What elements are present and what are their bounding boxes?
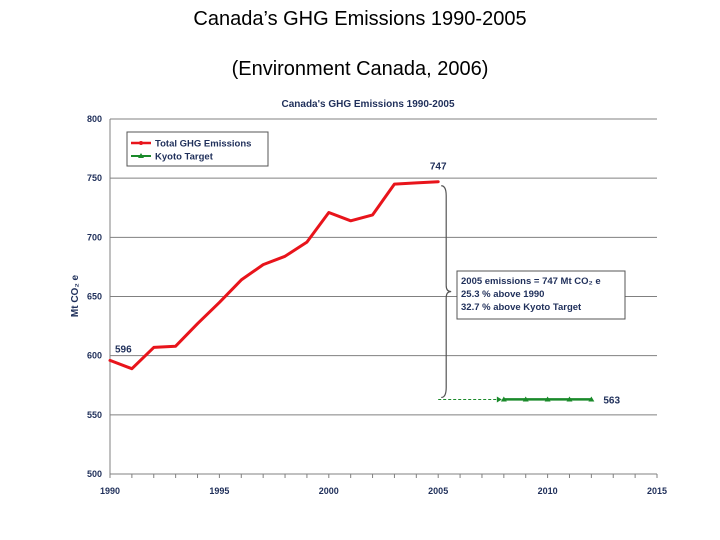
legend-label-1: Kyoto Target (155, 152, 214, 163)
chart-title: Canada's GHG Emissions 1990-2005 (281, 99, 454, 110)
legend-marker-0 (139, 141, 143, 145)
legend-marker-1 (138, 153, 144, 158)
x-tick-label-1990: 1990 (100, 486, 120, 496)
y-tick-label-800: 800 (87, 114, 102, 124)
y-tick-label-550: 550 (87, 410, 102, 420)
legend: Total GHG Emissions Kyoto Target (126, 131, 269, 167)
kyoto-marker-2008 (500, 396, 507, 402)
kyoto-marker-2009 (522, 396, 529, 402)
tick-labels: 500 550 600 650 700 750 800 1990 1995 2000 2005 201… (87, 114, 667, 496)
x-tick-label-1995: 1995 (209, 486, 229, 496)
callout-line-0: 2005 emissions = 747 Mt CO₂ e (461, 276, 601, 287)
slide-title: Canada’s GHG Emissions 1990-2005 (193, 8, 527, 30)
kyoto-arrowhead (496, 396, 502, 403)
x-tick-label-2005: 2005 (428, 486, 448, 496)
legend-label-0: Total GHG Emissions (155, 139, 251, 150)
kyoto-marker-2010 (544, 396, 551, 402)
y-axis-label: Mt CO₂ e (70, 274, 81, 317)
y-tick-label-750: 750 (87, 173, 102, 183)
start-value-label: 596 (115, 344, 132, 355)
x-tick-label-2010: 2010 (538, 486, 558, 496)
x-tick-label-2000: 2000 (319, 486, 339, 496)
series-layer (108, 180, 595, 402)
kyoto-marker-2012 (588, 396, 595, 402)
y-tick-label-700: 700 (87, 232, 102, 242)
axes (109, 119, 658, 478)
slide-subtitle: (Environment Canada, 2006) (231, 58, 489, 80)
end-value-label: 747 (430, 162, 447, 173)
callout-line-2: 32.7 % above Kyoto Target (461, 302, 582, 313)
series-line-total-emissions (108, 180, 440, 371)
kyoto-marker-2011 (566, 396, 573, 402)
x-tick-label-2015: 2015 (647, 486, 667, 496)
y-tick-label-600: 600 (87, 351, 102, 361)
y-tick-label-650: 650 (87, 292, 102, 302)
difference-brace (441, 185, 452, 399)
legend-box (126, 131, 269, 167)
annotations: 596 747 563 2005 emissions = 747 Mt CO₂ e 25… (115, 162, 626, 406)
callout-box (456, 270, 626, 320)
y-tick-label-500: 500 (87, 469, 102, 479)
callout-line-1: 25.3 % above 1990 (461, 289, 544, 300)
target-value-label: 563 (603, 395, 620, 406)
